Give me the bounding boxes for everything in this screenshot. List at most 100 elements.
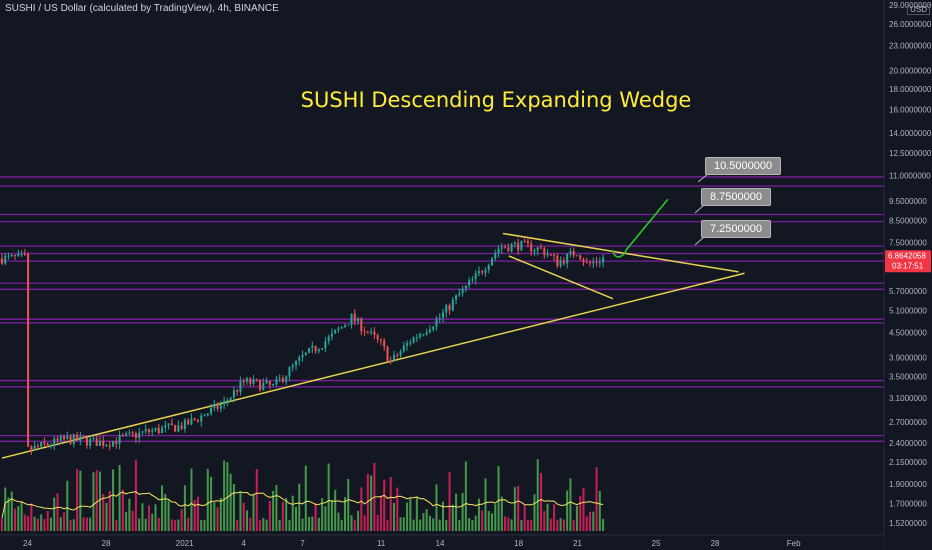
volume-bar xyxy=(448,471,451,531)
volume-bar xyxy=(36,518,39,531)
volume-bar xyxy=(314,503,317,531)
candle-body xyxy=(317,349,320,352)
candle-body xyxy=(520,240,523,251)
candle-body xyxy=(210,407,213,414)
volume-bar xyxy=(526,520,529,531)
candle-body xyxy=(321,348,324,350)
volume-bar xyxy=(53,497,56,531)
candle-body xyxy=(477,271,480,274)
volume-bar xyxy=(121,489,124,531)
y-tick-label: 9.5000000 xyxy=(889,197,927,206)
volume-bar xyxy=(539,472,543,531)
volume-bar xyxy=(575,505,578,531)
y-tick-label: 12.5000000 xyxy=(889,149,932,158)
volume-bar xyxy=(533,494,536,531)
candle-body xyxy=(324,341,327,349)
volume-bar xyxy=(321,498,324,531)
candle-body xyxy=(422,334,425,336)
volume-bar xyxy=(206,468,209,531)
candle-body xyxy=(40,442,43,447)
candle-body xyxy=(337,328,340,331)
volume-bar xyxy=(353,520,356,531)
candle-body xyxy=(432,326,435,330)
candle-body xyxy=(239,380,242,392)
candle-body xyxy=(112,440,115,447)
x-tick-label: 14 xyxy=(436,539,445,548)
x-tick-label: 25 xyxy=(652,539,661,548)
volume-bar xyxy=(183,485,186,531)
candle-body xyxy=(144,429,147,432)
y-tick-label: 29.0000000 xyxy=(889,1,932,10)
target-pointer xyxy=(697,173,709,183)
y-tick-label: 18.0000000 xyxy=(889,85,932,94)
volume-bar xyxy=(134,459,137,531)
candle-body xyxy=(76,434,79,441)
candle-body xyxy=(556,255,559,266)
volume-bar xyxy=(95,470,98,531)
x-tick-label: 28 xyxy=(102,539,111,548)
candle-body xyxy=(497,248,500,253)
target-label-2: 8.7500000 xyxy=(701,188,771,206)
candle-body xyxy=(56,438,59,441)
volume-bar xyxy=(138,518,141,531)
candle-body xyxy=(327,336,330,342)
volume-bar xyxy=(161,485,164,531)
volume-bar xyxy=(402,517,405,531)
candle-body xyxy=(281,378,284,382)
volume-bar xyxy=(304,465,307,531)
x-tick-label: 7 xyxy=(300,539,305,548)
candle-body xyxy=(255,379,258,381)
candle-body xyxy=(245,378,248,382)
volume-bar xyxy=(76,469,79,531)
volume-bar xyxy=(79,470,82,531)
currency-label[interactable]: USD xyxy=(907,4,930,15)
volume-bar xyxy=(386,520,389,531)
volume-bar xyxy=(298,483,301,531)
candle-body xyxy=(589,262,592,264)
candle-body xyxy=(216,404,219,409)
volume-bar xyxy=(497,466,500,531)
volume-bar xyxy=(89,517,92,531)
candle-body xyxy=(370,331,373,333)
volume-bar xyxy=(510,519,513,531)
price-axis[interactable] xyxy=(884,0,932,550)
candle-body xyxy=(63,436,66,440)
volume-bar xyxy=(213,502,216,531)
volume-bar xyxy=(334,489,337,531)
volume-bar xyxy=(311,516,314,531)
volume-bar xyxy=(422,513,425,531)
volume-bar xyxy=(340,519,343,531)
volume-bar xyxy=(108,491,111,531)
y-tick-label: 26.0000000 xyxy=(889,20,932,29)
candle-body xyxy=(170,423,173,426)
time-axis[interactable] xyxy=(0,535,884,550)
volume-bar xyxy=(33,516,36,531)
volume-bar xyxy=(549,518,552,531)
candle-body xyxy=(543,248,546,256)
volume-bar xyxy=(409,497,412,531)
candle-body xyxy=(7,255,10,257)
volume-bar xyxy=(187,517,190,531)
volume-bar xyxy=(30,503,33,531)
volume-bar xyxy=(569,478,572,531)
volume-bar xyxy=(72,519,75,531)
volume-bar xyxy=(196,496,199,531)
volume-bar xyxy=(330,500,333,531)
volume-bar xyxy=(245,510,248,531)
trendline-wedge-lower xyxy=(508,255,614,300)
candle-body xyxy=(330,333,333,337)
volume-bar xyxy=(481,510,484,531)
x-tick-label: 4 xyxy=(241,539,246,548)
candle-body xyxy=(490,258,494,266)
volume-bar xyxy=(154,504,157,531)
candle-body xyxy=(89,438,92,446)
volume-bar xyxy=(226,462,229,531)
y-tick-label: 14.0000000 xyxy=(889,129,932,138)
volume-bar xyxy=(598,491,601,531)
candle-body xyxy=(46,443,49,446)
volume-bar xyxy=(170,519,173,531)
volume-bar xyxy=(272,490,275,531)
volume-bar xyxy=(7,497,10,531)
candle-body xyxy=(301,355,304,358)
